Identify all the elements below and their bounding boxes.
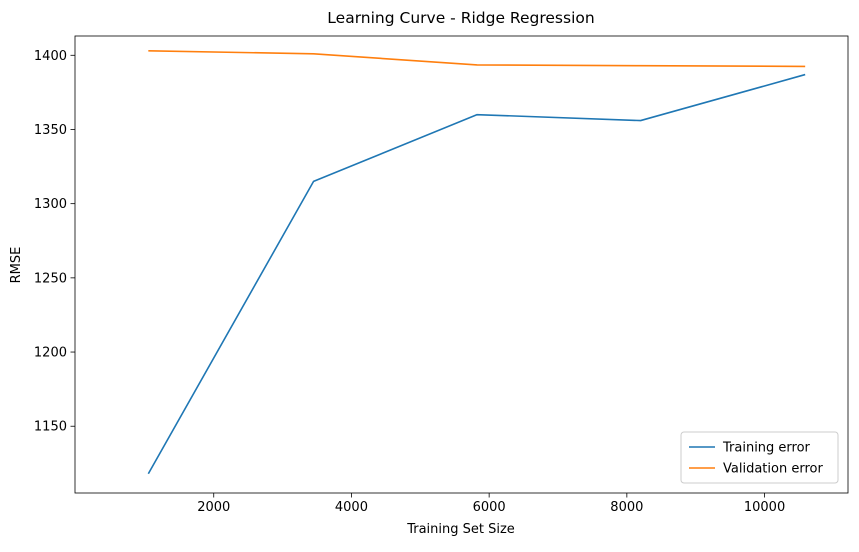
series-line-validation-error <box>148 50 806 68</box>
series-line-training-error <box>147 73 806 475</box>
legend-box <box>680 431 839 484</box>
y-tick-label: 1350 <box>34 123 67 138</box>
x-axis-ticks: 2000 4000 6000 8000 10000 <box>197 493 785 515</box>
x-tick-label: 4000 <box>335 500 368 515</box>
y-axis-label: RMSE <box>9 247 24 284</box>
y-tick-label: 1300 <box>34 197 67 212</box>
y-tick-label: 1400 <box>34 49 67 64</box>
series-layer <box>147 50 806 475</box>
y-tick-label: 1200 <box>34 346 67 361</box>
legend: Training error Validation error <box>680 431 839 484</box>
x-tick-label: 8000 <box>610 500 643 515</box>
y-tick-label: 1150 <box>34 420 67 435</box>
legend-entry-label: Training error <box>722 441 811 456</box>
x-tick-label: 6000 <box>473 500 506 515</box>
x-tick-label: 10000 <box>744 500 785 515</box>
chart-title: Learning Curve - Ridge Regression <box>327 9 594 27</box>
y-tick-label: 1250 <box>34 271 67 286</box>
x-axis-label: Training Set Size <box>406 522 515 537</box>
x-tick-label: 2000 <box>197 500 230 515</box>
plot-area <box>74 35 849 494</box>
legend-entry-label: Validation error <box>723 462 823 477</box>
y-axis-ticks: 1150 1200 1250 1300 1350 1400 <box>34 49 75 435</box>
plot-frame <box>74 35 849 494</box>
